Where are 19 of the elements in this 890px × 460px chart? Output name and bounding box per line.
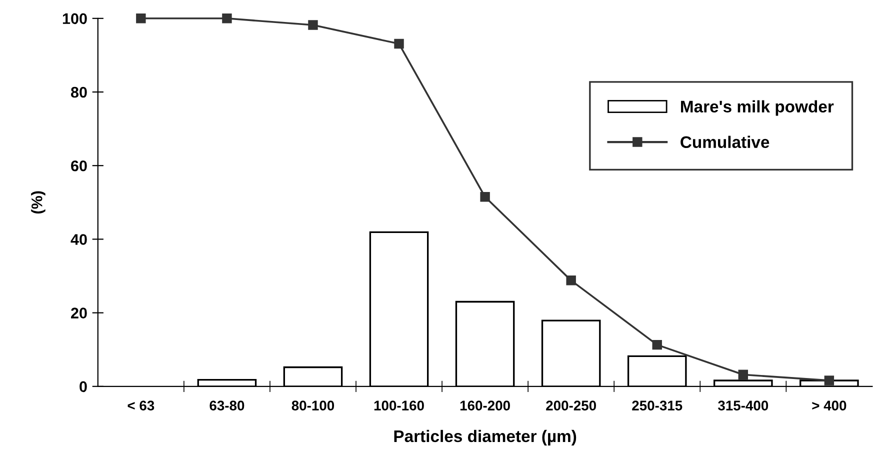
legend-label: Cumulative xyxy=(680,136,770,148)
legend-label: Mare's milk powder xyxy=(681,100,834,116)
x-tick-label: 100-160 xyxy=(374,400,424,410)
x-tick-label: < 63 xyxy=(128,400,154,411)
x-tick-label: 315-400 xyxy=(718,400,768,411)
x-tick-label: 160-200 xyxy=(460,400,510,410)
y-tick-label: 60 xyxy=(71,160,87,172)
x-tick-label: 80-100 xyxy=(292,400,334,410)
x-axis-title: Particles diameter (µm) xyxy=(394,430,576,446)
x-tick-label: 250-315 xyxy=(632,400,682,411)
x-tick-label: 63-80 xyxy=(210,400,244,411)
x-tick-label: > 400 xyxy=(812,400,846,410)
y-tick-label: 0 xyxy=(80,381,87,392)
y-tick-label: 20 xyxy=(71,308,87,318)
y-axis-title: (%) xyxy=(31,191,46,214)
y-tick-label: 80 xyxy=(70,86,87,98)
y-tick-label: 40 xyxy=(70,234,87,245)
x-tick-label: 200-250 xyxy=(546,400,596,410)
y-tick-label: 100 xyxy=(62,13,87,24)
